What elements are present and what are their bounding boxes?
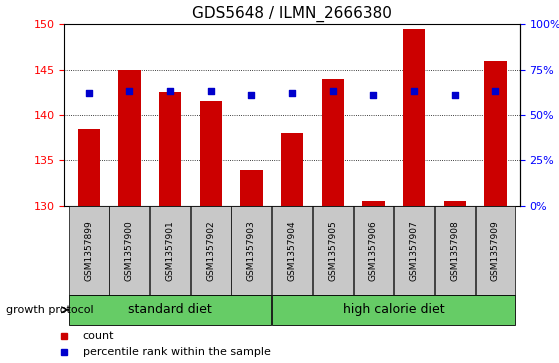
Bar <box>435 206 475 295</box>
Bar <box>78 129 100 206</box>
Point <box>369 92 378 98</box>
Bar <box>200 101 222 206</box>
Point <box>84 90 93 96</box>
Bar <box>150 206 190 295</box>
Bar <box>362 201 385 206</box>
Point <box>451 92 459 98</box>
Point <box>247 92 256 98</box>
Bar <box>69 206 108 295</box>
Text: GSM1357906: GSM1357906 <box>369 220 378 281</box>
Point <box>328 89 337 94</box>
Point <box>288 90 297 96</box>
Title: GDS5648 / ILMN_2666380: GDS5648 / ILMN_2666380 <box>192 5 392 21</box>
Bar <box>240 170 263 206</box>
Bar <box>159 93 181 206</box>
Bar <box>476 206 515 295</box>
Bar <box>394 206 434 295</box>
Bar <box>69 295 271 325</box>
Text: growth protocol: growth protocol <box>6 305 93 315</box>
Bar <box>484 61 506 206</box>
Bar <box>118 70 140 206</box>
Text: GSM1357905: GSM1357905 <box>328 220 337 281</box>
Bar <box>313 206 353 295</box>
Bar <box>191 206 231 295</box>
Point <box>491 89 500 94</box>
Point <box>165 89 174 94</box>
Point <box>125 89 134 94</box>
Bar <box>353 206 394 295</box>
Text: GSM1357908: GSM1357908 <box>451 220 459 281</box>
Bar <box>110 206 149 295</box>
Bar <box>403 29 425 206</box>
Bar <box>272 295 515 325</box>
Point <box>206 89 215 94</box>
Text: GSM1357900: GSM1357900 <box>125 220 134 281</box>
Bar <box>272 206 312 295</box>
Text: GSM1357899: GSM1357899 <box>84 220 93 281</box>
Point <box>410 89 419 94</box>
Text: percentile rank within the sample: percentile rank within the sample <box>83 347 271 357</box>
Bar <box>281 133 304 206</box>
Bar <box>444 201 466 206</box>
Text: GSM1357901: GSM1357901 <box>165 220 174 281</box>
Text: GSM1357909: GSM1357909 <box>491 220 500 281</box>
Text: high calorie diet: high calorie diet <box>343 303 444 316</box>
Text: GSM1357902: GSM1357902 <box>206 220 215 281</box>
Bar <box>231 206 271 295</box>
Text: GSM1357903: GSM1357903 <box>247 220 256 281</box>
Text: standard diet: standard diet <box>128 303 212 316</box>
Text: count: count <box>83 331 114 340</box>
Text: GSM1357907: GSM1357907 <box>410 220 419 281</box>
Bar <box>321 79 344 206</box>
Text: GSM1357904: GSM1357904 <box>287 220 297 281</box>
